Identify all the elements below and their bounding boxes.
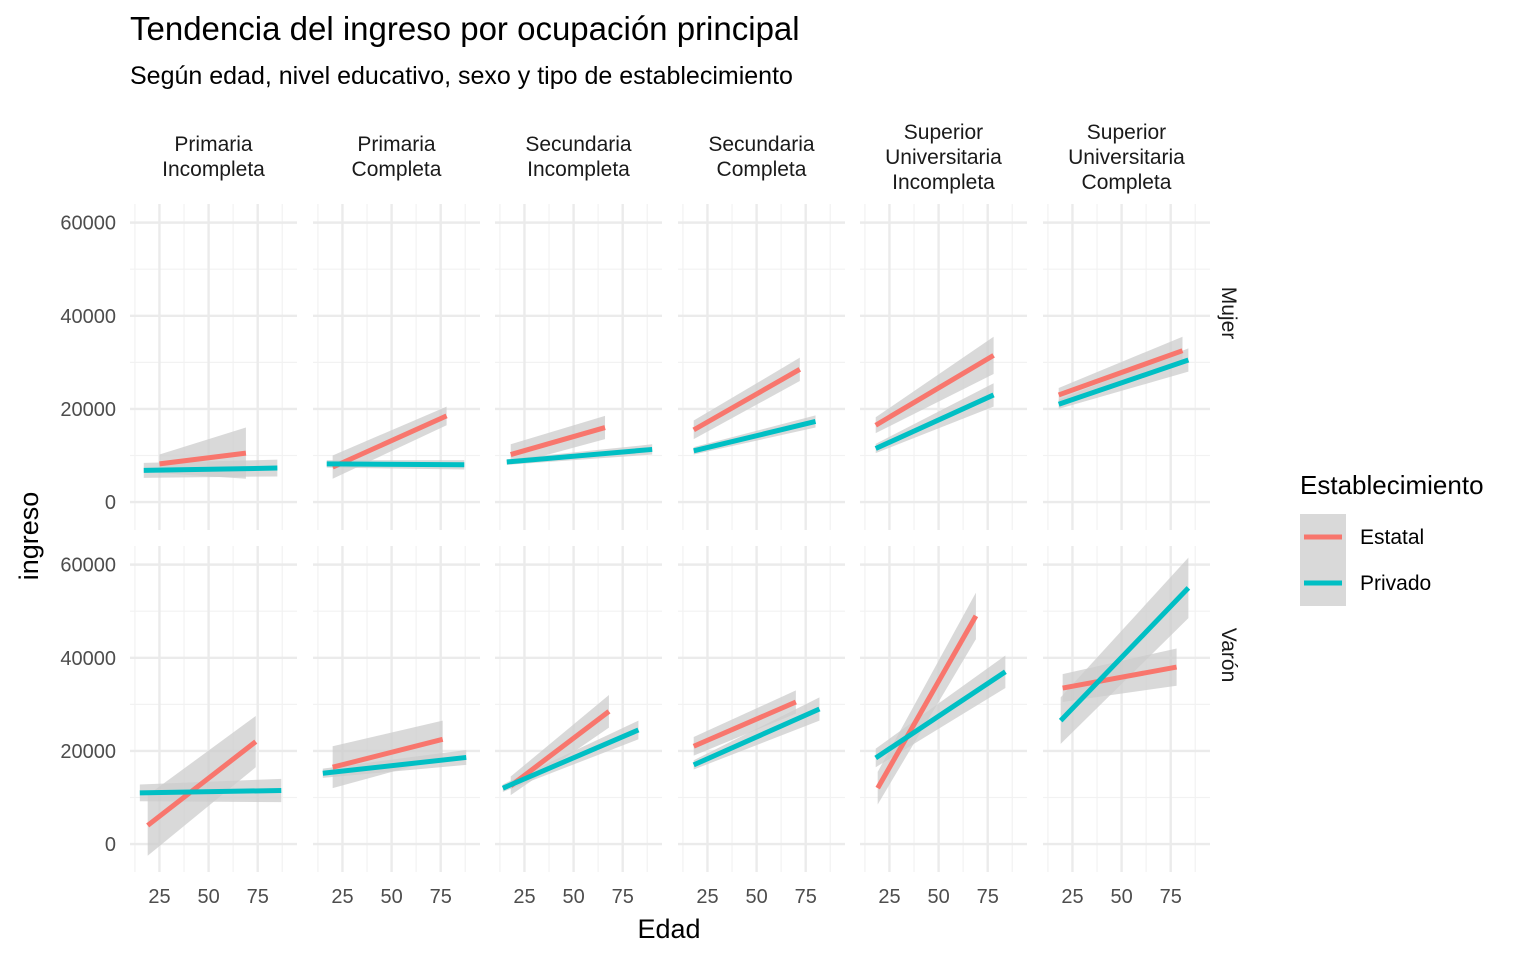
facet-panel: [313, 204, 480, 530]
legend-title: Establecimiento: [1300, 470, 1484, 500]
x-tick-label: 25: [878, 886, 900, 908]
trend-line-estatal: [692, 699, 797, 749]
x-tick-label: 25: [1061, 886, 1083, 908]
x-tick-label: 50: [562, 886, 584, 908]
x-tick-label: 75: [1160, 886, 1182, 908]
trend-line-estatal: [692, 367, 802, 433]
y-tick-label: 0: [105, 834, 116, 856]
facet-panel: [860, 546, 1027, 872]
x-tick-label: 50: [197, 886, 219, 908]
facet-column-label: Primaria Incompleta: [162, 133, 265, 181]
trend-line-privado: [501, 727, 640, 791]
facet-panel: [313, 546, 480, 872]
trend-line-privado: [506, 446, 653, 465]
trend-line-estatal: [331, 413, 448, 470]
y-axis-title: ingreso: [14, 492, 44, 581]
trend-line-privado: [874, 392, 995, 451]
facet-panel: [130, 204, 297, 530]
facet-panel: [130, 546, 297, 872]
trend-line-privado: [322, 754, 467, 776]
x-tick-label: 50: [1110, 886, 1132, 908]
trend-line-estatal: [874, 353, 995, 428]
trend-line-estatal: [510, 425, 606, 457]
x-tick-label: 25: [513, 886, 535, 908]
trend-line-privado: [693, 419, 817, 454]
facet-column-label: Secundaria Completa: [708, 133, 815, 181]
trend-line-estatal: [509, 709, 611, 788]
trend-line-estatal: [159, 450, 247, 467]
facet-panel: [1043, 546, 1210, 872]
trend-line-estatal: [875, 614, 979, 790]
trend-line-estatal: [1057, 348, 1184, 398]
trend-line-privado: [139, 788, 282, 796]
trend-line-estatal: [1062, 664, 1178, 691]
x-tick-label: 75: [612, 886, 634, 908]
y-tick-label: 40000: [60, 306, 116, 328]
trend-line-privado: [692, 706, 821, 768]
y-tick-label: 0: [105, 492, 116, 514]
y-tick-label: 20000: [60, 399, 116, 421]
trend-line-privado: [326, 461, 465, 468]
y-tick-label: 60000: [60, 555, 116, 577]
x-tick-label: 25: [331, 886, 353, 908]
x-tick-label: 75: [247, 886, 269, 908]
legend-label: Estatal: [1360, 526, 1424, 549]
facet-column-label: Primaria Completa: [352, 133, 442, 181]
chart-title: Tendencia del ingreso por ocupación prin…: [130, 10, 800, 47]
x-tick-label: 50: [927, 886, 949, 908]
trend-line-estatal: [332, 736, 444, 770]
y-tick-label: 40000: [60, 648, 116, 670]
trend-line-privado: [1057, 357, 1190, 407]
trend-line-privado: [874, 669, 1007, 760]
chart-subtitle: Según edad, nivel educativo, sexo y tipo…: [130, 62, 793, 90]
legend-label: Privado: [1360, 572, 1431, 595]
facet-column-label: Superior Universitaria Incompleta: [885, 121, 1002, 194]
y-tick-label: 20000: [60, 741, 116, 763]
x-tick-label: 75: [795, 886, 817, 908]
y-axis-tick-labels: 0 20000 40000 60000 0 20000 40000 60000: [60, 213, 116, 856]
trend-line-privado: [1058, 586, 1191, 723]
y-tick-label: 60000: [60, 213, 116, 235]
facet-panel: [678, 204, 845, 530]
facet-panel: [495, 546, 662, 872]
facet-row-label: Mujer: [1217, 287, 1240, 340]
facet-panel: [678, 546, 845, 872]
x-tick-label: 50: [380, 886, 402, 908]
legend: Establecimiento Estatal Privado: [1300, 470, 1484, 606]
x-tick-label: 75: [430, 886, 452, 908]
facet-panel: [1043, 204, 1210, 530]
facet-column-label: Superior Universitaria Completa: [1068, 121, 1185, 194]
x-tick-label: 75: [977, 886, 999, 908]
facet-panel: [495, 204, 662, 530]
facet-panel: [860, 204, 1027, 530]
facet-grid: [130, 204, 1210, 872]
x-tick-label: 25: [148, 886, 170, 908]
trend-line-privado: [143, 465, 278, 473]
x-tick-label: 25: [696, 886, 718, 908]
facet-row-label: Varón: [1217, 628, 1240, 682]
x-axis-tick-labels: 25 50 75 25 50 75 25 50 75 25 50 75 25 50 75 25 50 75: [148, 886, 1181, 908]
facet-column-label: Secundaria Incompleta: [525, 133, 632, 181]
facet-strips: Primaria Incompleta Primaria Completa Secund…: [162, 121, 1240, 682]
trend-line-estatal: [146, 739, 258, 828]
x-tick-label: 50: [745, 886, 767, 908]
x-axis-title: Edad: [637, 914, 700, 944]
